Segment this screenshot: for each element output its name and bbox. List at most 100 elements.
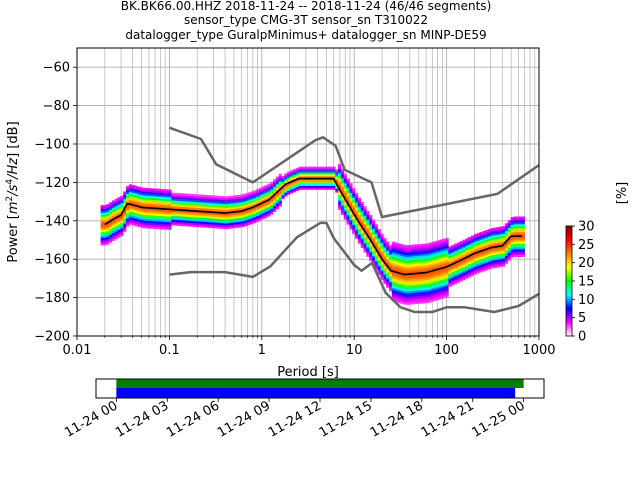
density-cell [374,226,378,229]
density-cell [326,166,330,169]
density-cell [513,216,517,219]
density-cell [140,191,144,194]
density-cell [482,263,486,266]
density-cell [403,254,407,257]
density-cell [340,174,345,177]
density-cell [185,218,189,221]
density-cell [405,262,410,265]
density-cell [196,202,200,205]
density-cell [309,187,313,190]
density-cell [425,247,429,250]
density-cell [496,259,500,262]
density-cell [142,199,147,202]
density-cell [103,239,107,242]
density-cell [465,240,469,243]
density-cell [275,176,280,179]
density-cell [114,237,118,240]
density-cell [360,205,364,208]
density-cell [479,260,483,263]
density-cell [275,180,280,183]
density-cell [165,210,169,213]
density-cell [411,248,415,251]
density-cell [445,255,449,258]
density-cell [191,211,195,214]
density-cell [191,195,195,199]
density-cell [301,185,305,188]
density-cell [369,253,373,256]
density-cell [137,209,141,212]
density-cell [490,266,494,269]
density-cell [490,258,494,261]
density-cell [168,226,172,229]
density-cell [287,184,291,188]
density-cell [168,210,172,213]
density-cell [222,219,226,222]
density-cell [468,246,472,249]
density-cell [247,203,251,206]
density-cell [142,191,147,194]
density-cell [261,199,265,202]
density-cell [454,251,458,254]
density-cell [380,277,384,280]
density-cell [355,231,359,234]
density-cell [428,250,432,253]
density-cell [521,224,525,227]
density-cell [117,216,121,219]
density-cell [281,191,285,194]
density-cell [216,209,220,212]
density-cell [349,202,353,205]
density-cell [148,199,152,202]
density-cell [400,270,404,274]
density-cell [482,240,486,243]
density-cell [468,269,472,272]
density-cell [273,190,277,193]
density-cell [244,222,248,225]
density-cell [309,185,313,188]
density-cell [411,275,415,278]
density-cell [312,181,316,185]
density-cell [519,228,523,231]
density-cell [159,194,164,197]
density-cell [507,233,511,236]
density-cell [476,238,480,241]
density-cell [100,220,104,223]
density-cell [431,251,435,254]
density-cell [128,186,132,189]
density-cell [219,201,223,204]
density-cell [454,278,458,281]
density-cell [521,235,525,238]
density-cell [292,186,296,189]
density-cell [420,301,424,304]
density-cell [422,270,427,273]
density-cell [487,232,492,235]
density-cell [445,270,449,273]
density-cell [131,192,135,195]
density-cell [278,193,282,196]
density-cell [428,281,432,284]
density-cell [171,196,175,199]
density-cell [487,238,492,241]
density-cell [346,213,350,216]
density-cell [468,259,472,263]
density-cell [250,197,254,200]
density-cell [417,269,421,272]
density-cell [487,263,492,266]
density-cell [372,250,376,253]
density-cell [270,210,274,213]
density-cell [273,198,277,201]
density-cell [142,187,147,190]
density-cell [377,265,381,268]
density-cell [422,268,427,271]
density-cell [145,222,149,225]
density-cell [258,216,263,219]
density-cell [304,166,308,169]
density-cell [267,197,271,200]
density-cell [451,246,455,250]
density-cell [230,195,234,198]
density-cell [264,185,268,188]
density-cell [126,211,130,214]
density-cell [352,222,356,225]
density-cell [374,235,378,238]
density-cell [179,202,183,205]
density-cell [434,254,438,257]
